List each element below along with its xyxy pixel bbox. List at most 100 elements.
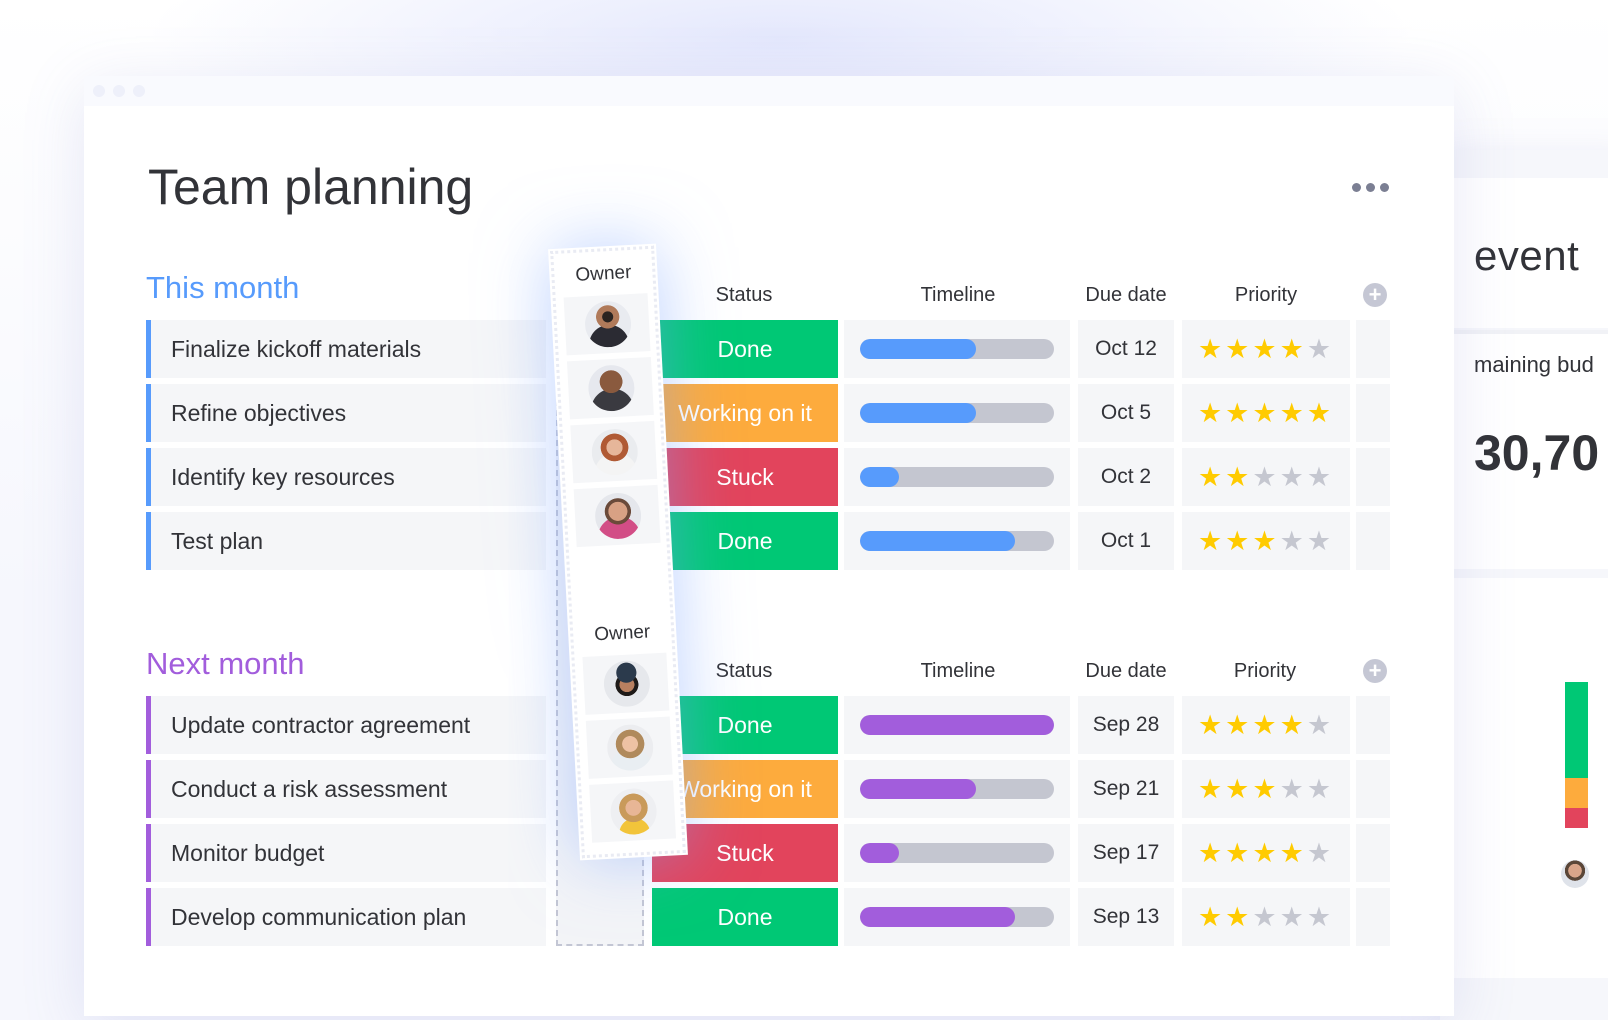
due-date-cell[interactable]: Oct 5 — [1078, 384, 1174, 442]
owner-cell[interactable] — [570, 420, 658, 484]
more-options-icon[interactable] — [1352, 180, 1392, 194]
star-icon[interactable]: ★ — [1279, 710, 1307, 740]
timeline-cell[interactable] — [844, 696, 1070, 754]
add-column-button[interactable]: + — [1363, 283, 1387, 307]
due-date-cell[interactable]: Sep 13 — [1078, 888, 1174, 946]
star-icon[interactable]: ★ — [1279, 462, 1307, 492]
column-header-timeline[interactable]: Timeline — [920, 660, 996, 682]
star-icon[interactable]: ★ — [1197, 334, 1226, 364]
owner-cell[interactable] — [589, 780, 677, 843]
star-icon[interactable]: ★ — [1197, 462, 1226, 492]
priority-rating[interactable]: ★★★★★ — [1182, 824, 1350, 882]
status-cell[interactable]: Stuck — [652, 448, 838, 506]
star-icon[interactable]: ★ — [1252, 398, 1280, 428]
star-icon[interactable]: ★ — [1197, 774, 1226, 804]
status-cell[interactable]: Done — [652, 888, 838, 946]
star-icon[interactable]: ★ — [1306, 710, 1335, 740]
owner-cell[interactable] — [573, 484, 661, 548]
table-row[interactable]: Update contractor agreement Done Sep 28 ★★★… — [146, 696, 1390, 754]
star-icon[interactable]: ★ — [1306, 398, 1335, 428]
status-cell[interactable]: Done — [652, 320, 838, 378]
table-row[interactable]: Monitor budget Stuck Sep 17 ★★★★★ — [146, 824, 1390, 882]
timeline-cell[interactable] — [844, 512, 1070, 570]
priority-rating[interactable]: ★★★★★ — [1182, 512, 1350, 570]
item-name[interactable]: Test plan — [146, 512, 546, 570]
star-icon[interactable]: ★ — [1225, 774, 1253, 804]
star-icon[interactable]: ★ — [1197, 398, 1226, 428]
column-header-timeline[interactable]: Timeline — [920, 284, 996, 306]
item-name[interactable]: Monitor budget — [146, 824, 546, 882]
status-cell[interactable]: Done — [652, 696, 838, 754]
timeline-cell[interactable] — [844, 824, 1070, 882]
priority-rating[interactable]: ★★★★★ — [1182, 384, 1350, 442]
timeline-cell[interactable] — [844, 888, 1070, 946]
column-header-due-date[interactable]: Due date — [1085, 284, 1167, 306]
star-icon[interactable]: ★ — [1225, 710, 1253, 740]
star-icon[interactable]: ★ — [1225, 334, 1253, 364]
status-cell[interactable]: Working on it — [652, 760, 838, 818]
star-icon[interactable]: ★ — [1252, 902, 1280, 932]
item-name[interactable]: Develop communication plan — [146, 888, 546, 946]
status-cell[interactable]: Done — [652, 512, 838, 570]
table-row[interactable]: Conduct a risk assessment Working on it Se… — [146, 760, 1390, 818]
star-icon[interactable]: ★ — [1279, 398, 1307, 428]
star-icon[interactable]: ★ — [1252, 838, 1280, 868]
star-icon[interactable]: ★ — [1252, 462, 1280, 492]
column-header-priority[interactable]: Priority — [1233, 660, 1297, 682]
group-title-this-month[interactable]: This month — [146, 270, 300, 305]
due-date-cell[interactable]: Sep 17 — [1078, 824, 1174, 882]
star-icon[interactable]: ★ — [1306, 774, 1335, 804]
star-icon[interactable]: ★ — [1197, 838, 1226, 868]
due-date-cell[interactable]: Oct 2 — [1078, 448, 1174, 506]
group-title-next-month[interactable]: Next month — [146, 646, 305, 681]
item-name[interactable]: Identify key resources — [146, 448, 546, 506]
item-name[interactable]: Update contractor agreement — [146, 696, 546, 754]
column-header-status[interactable]: Status — [715, 660, 773, 682]
priority-rating[interactable]: ★★★★★ — [1182, 448, 1350, 506]
table-row[interactable]: Finalize kickoff materials Done Oct 12 ★★★★… — [146, 320, 1390, 378]
star-icon[interactable]: ★ — [1306, 462, 1335, 492]
star-icon[interactable]: ★ — [1252, 334, 1280, 364]
star-icon[interactable]: ★ — [1197, 526, 1226, 556]
star-icon[interactable]: ★ — [1197, 902, 1226, 932]
star-icon[interactable]: ★ — [1306, 902, 1335, 932]
timeline-cell[interactable] — [844, 320, 1070, 378]
star-icon[interactable]: ★ — [1225, 838, 1253, 868]
star-icon[interactable]: ★ — [1279, 902, 1307, 932]
star-icon[interactable]: ★ — [1279, 334, 1307, 364]
timeline-cell[interactable] — [844, 760, 1070, 818]
due-date-cell[interactable]: Sep 28 — [1078, 696, 1174, 754]
column-header-status[interactable]: Status — [715, 284, 773, 306]
due-date-cell[interactable]: Oct 1 — [1078, 512, 1174, 570]
star-icon[interactable]: ★ — [1225, 526, 1253, 556]
owner-cell[interactable] — [563, 293, 651, 356]
column-header-due-date[interactable]: Due date — [1085, 660, 1167, 682]
star-icon[interactable]: ★ — [1306, 334, 1335, 364]
star-icon[interactable]: ★ — [1197, 710, 1226, 740]
star-icon[interactable]: ★ — [1279, 774, 1307, 804]
due-date-cell[interactable]: Oct 12 — [1078, 320, 1174, 378]
star-icon[interactable]: ★ — [1225, 462, 1253, 492]
item-name[interactable]: Finalize kickoff materials — [146, 320, 546, 378]
table-row[interactable]: Refine objectives Working on it Oct 5 ★★★★★ — [146, 384, 1390, 442]
owner-cell[interactable] — [582, 652, 670, 715]
star-icon[interactable]: ★ — [1252, 526, 1280, 556]
owner-cell[interactable] — [566, 357, 654, 420]
priority-rating[interactable]: ★★★★★ — [1182, 320, 1350, 378]
priority-rating[interactable]: ★★★★★ — [1182, 696, 1350, 754]
timeline-cell[interactable] — [844, 448, 1070, 506]
owner-cell[interactable] — [585, 716, 673, 779]
star-icon[interactable]: ★ — [1225, 902, 1253, 932]
add-column-button[interactable]: + — [1363, 659, 1387, 683]
table-row[interactable]: Develop communication plan Done Sep 13 ★★★★… — [146, 888, 1390, 946]
table-row[interactable]: Test plan Done Oct 1 ★★★★★ — [146, 512, 1390, 570]
due-date-cell[interactable]: Sep 21 — [1078, 760, 1174, 818]
status-cell[interactable]: Working on it — [652, 384, 838, 442]
star-icon[interactable]: ★ — [1306, 838, 1335, 868]
timeline-cell[interactable] — [844, 384, 1070, 442]
star-icon[interactable]: ★ — [1279, 838, 1307, 868]
column-header-priority[interactable]: Priority — [1234, 284, 1298, 306]
priority-rating[interactable]: ★★★★★ — [1182, 888, 1350, 946]
table-row[interactable]: Identify key resources Stuck Oct 2 ★★★★★ — [146, 448, 1390, 506]
star-icon[interactable]: ★ — [1252, 774, 1280, 804]
